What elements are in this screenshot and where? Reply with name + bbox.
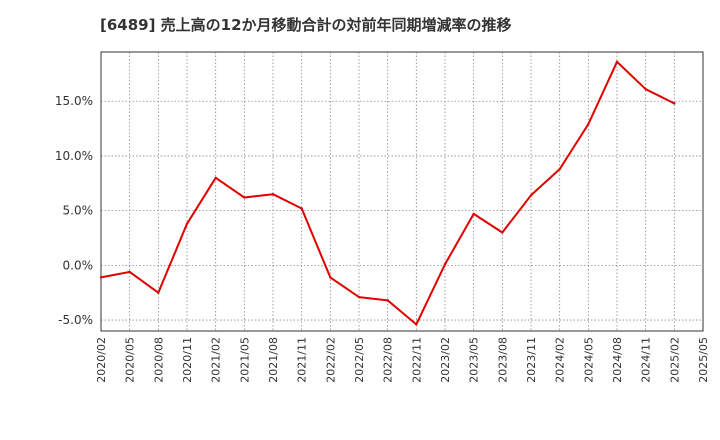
data-point (529, 194, 533, 197)
data-point (644, 88, 647, 91)
y-tick-label: -5.0% (58, 313, 93, 327)
data-point (185, 222, 189, 225)
data-point (386, 299, 389, 302)
data-point (558, 167, 561, 171)
chart-title: [6489] 売上高の12か月移動合計の対前年同期増減率の推移 (100, 16, 512, 34)
x-tick-label: 2024/05 (582, 337, 595, 383)
data-point (300, 207, 303, 210)
x-tick-label: 2023/02 (439, 337, 452, 383)
data-point (615, 60, 619, 64)
x-tick-label: 2025/05 (697, 337, 710, 383)
data-point (214, 176, 217, 180)
x-tick-label: 2021/08 (267, 337, 280, 383)
x-tick-label: 2021/02 (210, 337, 223, 383)
data-point (587, 123, 590, 126)
data-point (157, 291, 160, 294)
x-tick-label: 2024/11 (640, 337, 653, 383)
x-tick-label: 2020/11 (181, 337, 194, 383)
x-tick-label: 2024/02 (554, 337, 567, 383)
plot-frame (100, 51, 704, 332)
data-point (501, 231, 504, 234)
x-tick-label: 2024/08 (611, 337, 624, 383)
plot-area (101, 52, 703, 331)
x-tick-label: 2022/08 (382, 337, 395, 383)
data-point (128, 270, 131, 274)
data-point (329, 276, 332, 279)
y-tick-label: 15.0% (55, 94, 93, 108)
x-tick-label: 2022/11 (410, 337, 423, 383)
y-tick-label: 5.0% (63, 204, 94, 218)
data-point (271, 193, 275, 196)
x-tick-label: 2023/08 (496, 337, 509, 383)
x-tick-label: 2020/02 (95, 337, 108, 383)
data-point (472, 212, 475, 216)
x-tick-label: 2020/08 (152, 337, 165, 383)
data-point (357, 295, 361, 299)
y-tick-label: 0.0% (63, 258, 94, 272)
x-tick-label: 2021/05 (238, 337, 251, 383)
data-point (443, 263, 447, 266)
x-tick-label: 2020/05 (124, 337, 137, 383)
data-point (243, 196, 246, 199)
x-tick-label: 2023/05 (468, 337, 481, 383)
x-tick-label: 2021/11 (296, 337, 309, 383)
x-tick-label: 2025/02 (668, 337, 681, 383)
data-point (673, 102, 676, 105)
data-point (415, 323, 418, 326)
x-tick-label: 2022/02 (324, 337, 337, 383)
y-tick-label: 10.0% (55, 149, 93, 163)
data-point (99, 276, 103, 279)
x-tick-label: 2022/05 (353, 337, 366, 383)
x-tick-label: 2023/11 (525, 337, 538, 383)
